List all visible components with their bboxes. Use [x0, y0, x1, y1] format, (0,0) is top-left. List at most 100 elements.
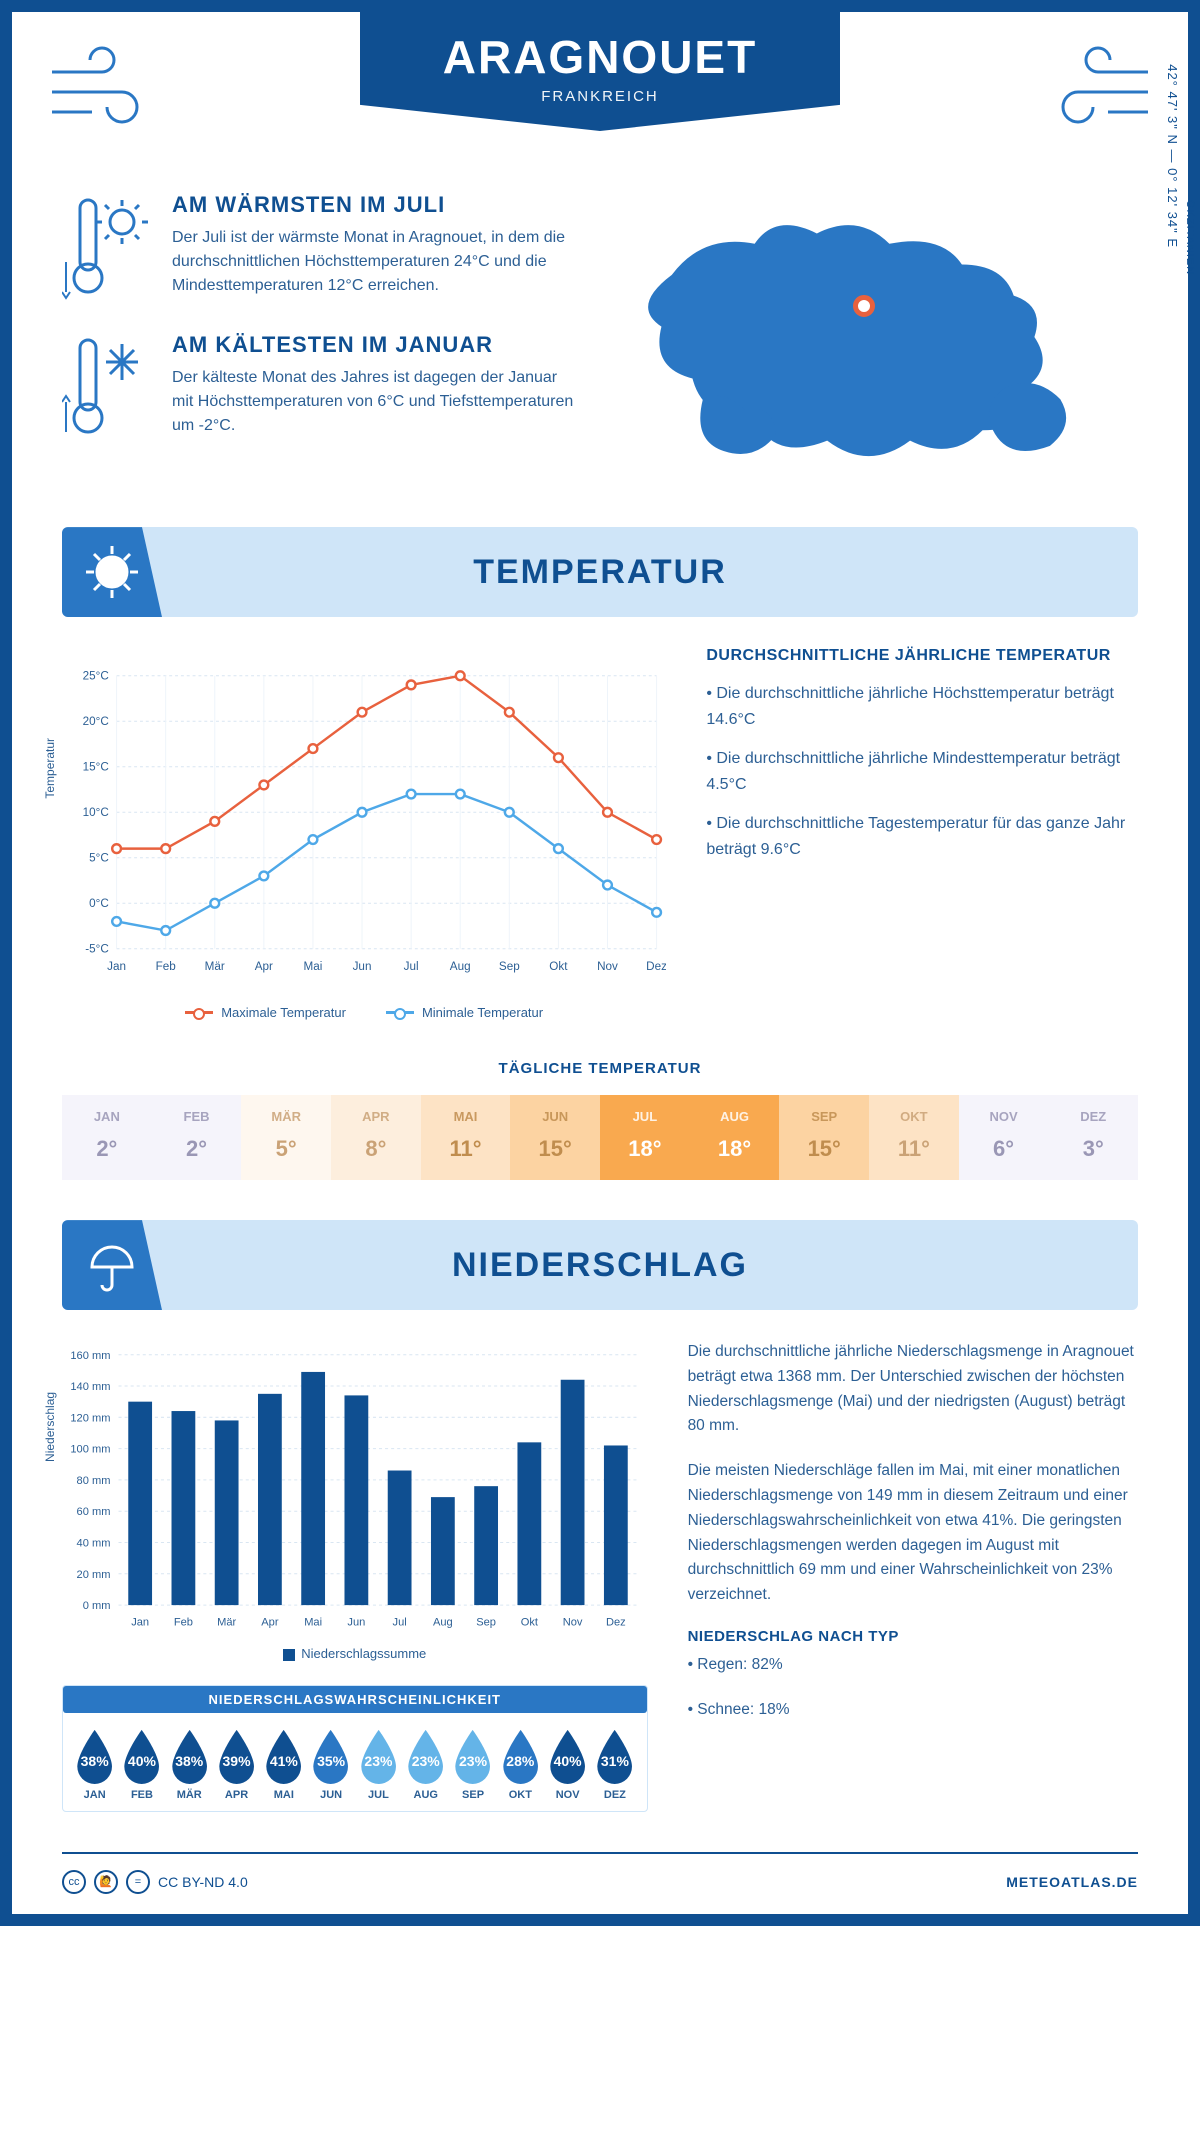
- svg-text:15°C: 15°C: [83, 761, 109, 774]
- sun-icon: [82, 542, 142, 602]
- daily-cell: MÄR 5°: [241, 1095, 331, 1180]
- svg-text:Feb: Feb: [174, 1616, 193, 1628]
- svg-text:Mär: Mär: [205, 960, 225, 973]
- precip-y-label: Niederschlag: [43, 1392, 57, 1462]
- thermometer-snow-icon: [62, 332, 152, 442]
- svg-text:Jun: Jun: [353, 960, 372, 973]
- svg-text:Jul: Jul: [404, 960, 419, 973]
- svg-text:Nov: Nov: [563, 1616, 583, 1628]
- svg-text:Nov: Nov: [597, 960, 618, 973]
- precipitation-title: NIEDERSCHLAG: [452, 1246, 748, 1285]
- svg-text:10°C: 10°C: [83, 806, 109, 819]
- svg-text:Okt: Okt: [549, 960, 568, 973]
- probability-drop: 41% MAI: [262, 1727, 305, 1801]
- svg-text:20 mm: 20 mm: [77, 1569, 111, 1581]
- svg-text:120 mm: 120 mm: [70, 1412, 110, 1424]
- prob-title: NIEDERSCHLAGSWAHRSCHEINLICHKEIT: [63, 1686, 647, 1713]
- precip-legend: Niederschlagssumme: [62, 1646, 648, 1661]
- license: cc 🙋 = CC BY-ND 4.0: [62, 1870, 248, 1894]
- temperature-title: TEMPERATUR: [473, 553, 727, 592]
- svg-text:Jul: Jul: [393, 1616, 407, 1628]
- temp-y-label: Temperatur: [43, 738, 57, 799]
- probability-drop: 38% MÄR: [168, 1727, 211, 1801]
- precip-type-title: NIEDERSCHLAG NACH TYP: [688, 1628, 1138, 1645]
- wind-icon: [42, 42, 162, 142]
- daily-cell: NOV 6°: [959, 1095, 1049, 1180]
- page-header: ARAGNOUET FRANKREICH: [62, 42, 1138, 182]
- precip-type-line: • Schnee: 18%: [688, 1698, 1138, 1723]
- probability-drop: 31% DEZ: [593, 1727, 636, 1801]
- svg-text:Mär: Mär: [217, 1616, 236, 1628]
- svg-text:Mai: Mai: [304, 960, 323, 973]
- probability-drop: 23% SEP: [451, 1727, 494, 1801]
- daily-cell: JAN 2°: [62, 1095, 152, 1180]
- thermometer-sun-icon: [62, 192, 152, 302]
- probability-drop: 39% APR: [215, 1727, 258, 1801]
- svg-text:20°C: 20°C: [83, 715, 109, 728]
- svg-text:Okt: Okt: [521, 1616, 538, 1628]
- coldest-text: Der kälteste Monat des Jahres ist dagege…: [172, 366, 580, 438]
- umbrella-icon: [84, 1237, 140, 1293]
- daily-cell: OKT 11°: [869, 1095, 959, 1180]
- svg-text:Dez: Dez: [606, 1616, 626, 1628]
- svg-text:5°C: 5°C: [89, 852, 109, 865]
- world-map: OKZITANIEN 42° 47' 3" N — 0° 12' 34" E: [620, 192, 1138, 487]
- coldest-block: AM KÄLTESTEN IM JANUAR Der kälteste Mona…: [62, 332, 580, 442]
- license-text: CC BY-ND 4.0: [158, 1874, 248, 1890]
- wind-icon: [1038, 42, 1158, 142]
- daily-cell: APR 8°: [331, 1095, 421, 1180]
- svg-text:Apr: Apr: [255, 960, 273, 973]
- daily-cell: AUG 18°: [690, 1095, 780, 1180]
- svg-text:Feb: Feb: [156, 960, 177, 973]
- brand: METEOATLAS.DE: [1006, 1874, 1138, 1890]
- temp-summary-title: DURCHSCHNITTLICHE JÄHRLICHE TEMPERATUR: [706, 647, 1138, 665]
- daily-temp-title: TÄGLICHE TEMPERATUR: [62, 1060, 1138, 1077]
- coldest-title: AM KÄLTESTEN IM JANUAR: [172, 332, 580, 358]
- temp-bullet: • Die durchschnittliche Tagestemperatur …: [706, 811, 1138, 862]
- svg-text:140 mm: 140 mm: [70, 1381, 110, 1393]
- precip-para1: Die durchschnittliche jährliche Niedersc…: [688, 1340, 1138, 1439]
- cc-icon: cc: [62, 1870, 86, 1894]
- warmest-title: AM WÄRMSTEN IM JULI: [172, 192, 580, 218]
- precip-type-line: • Regen: 82%: [688, 1653, 1138, 1678]
- temperature-section-header: TEMPERATUR: [62, 527, 1138, 617]
- svg-text:25°C: 25°C: [83, 670, 109, 683]
- precipitation-chart: Niederschlag 0 mm20 mm40 mm60 mm80 mm100…: [62, 1340, 648, 1640]
- svg-text:Mai: Mai: [304, 1616, 322, 1628]
- svg-text:Aug: Aug: [450, 960, 471, 973]
- daily-temp-grid: JAN 2° FEB 2° MÄR 5° APR 8° MAI 11° JUN …: [62, 1095, 1138, 1180]
- daily-cell: MAI 11°: [421, 1095, 511, 1180]
- daily-cell: DEZ 3°: [1048, 1095, 1138, 1180]
- svg-text:Sep: Sep: [499, 960, 520, 973]
- svg-text:Jan: Jan: [131, 1616, 149, 1628]
- temp-bullet: • Die durchschnittliche jährliche Mindes…: [706, 746, 1138, 797]
- probability-drop: 38% JAN: [73, 1727, 116, 1801]
- precipitation-section-header: NIEDERSCHLAG: [62, 1220, 1138, 1310]
- daily-cell: SEP 15°: [779, 1095, 869, 1180]
- country-subtitle: FRANKREICH: [430, 88, 770, 105]
- region-label: OKZITANIEN: [1184, 200, 1196, 275]
- temp-legend: Maximale Temperatur Minimale Temperatur: [62, 1005, 666, 1020]
- nd-icon: =: [126, 1870, 150, 1894]
- daily-cell: JUN 15°: [510, 1095, 600, 1180]
- daily-cell: JUL 18°: [600, 1095, 690, 1180]
- warmest-text: Der Juli ist der wärmste Monat in Aragno…: [172, 226, 580, 298]
- precipitation-probability: NIEDERSCHLAGSWAHRSCHEINLICHKEIT 38% JAN …: [62, 1685, 648, 1812]
- svg-text:0 mm: 0 mm: [83, 1600, 111, 1612]
- temp-bullet: • Die durchschnittliche jährliche Höchst…: [706, 681, 1138, 732]
- coordinates: 42° 47' 3" N — 0° 12' 34" E: [1165, 64, 1180, 248]
- probability-drop: 35% JUN: [309, 1727, 352, 1801]
- svg-text:60 mm: 60 mm: [77, 1506, 111, 1518]
- temperature-summary: DURCHSCHNITTLICHE JÄHRLICHE TEMPERATUR •…: [706, 647, 1138, 877]
- legend-max: Maximale Temperatur: [221, 1005, 346, 1020]
- svg-text:100 mm: 100 mm: [70, 1444, 110, 1456]
- svg-text:Apr: Apr: [261, 1616, 279, 1628]
- svg-text:Jun: Jun: [347, 1616, 365, 1628]
- svg-text:160 mm: 160 mm: [70, 1350, 110, 1362]
- precip-para2: Die meisten Niederschläge fallen im Mai,…: [688, 1459, 1138, 1608]
- svg-text:80 mm: 80 mm: [77, 1475, 111, 1487]
- probability-drop: 40% FEB: [120, 1727, 163, 1801]
- page-footer: cc 🙋 = CC BY-ND 4.0 METEOATLAS.DE: [62, 1852, 1138, 1894]
- legend-min: Minimale Temperatur: [422, 1005, 543, 1020]
- daily-cell: FEB 2°: [152, 1095, 242, 1180]
